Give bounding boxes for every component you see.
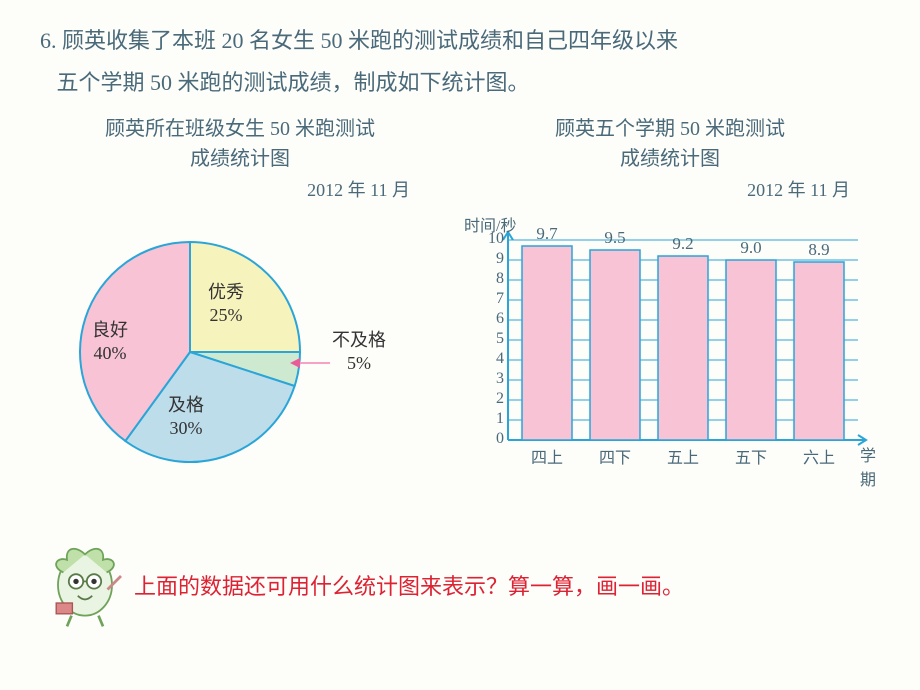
y-tick-label: 4 — [474, 350, 504, 368]
y-tick-label: 2 — [474, 390, 504, 408]
x-axis-label: 学期 — [860, 442, 880, 490]
problem-text: 6. 顾英收集了本班 20 名女生 50 米跑的测试成绩和自己四年级以来 五个学… — [40, 20, 880, 104]
y-tick-label: 3 — [474, 370, 504, 388]
bar — [794, 262, 844, 440]
prompt-text: 上面的数据还可用什么统计图来表示？算一算，画一画。 — [134, 569, 684, 601]
bar-title-2: 成绩统计图 — [460, 144, 880, 174]
pie-label-pass: 及格 30% — [168, 394, 204, 441]
pie-chart — [40, 222, 340, 482]
bar-chart-panel: 顾英五个学期 50 米跑测试 成绩统计图 2012 年 11 月 时间/秒 01… — [460, 114, 880, 492]
bar-value-label: 9.7 — [522, 224, 572, 244]
y-tick-label: 5 — [474, 330, 504, 348]
bar-value-label: 8.9 — [794, 240, 844, 260]
y-tick-label: 10 — [474, 230, 504, 248]
bar-date: 2012 年 11 月 — [460, 176, 880, 202]
pie-title-1: 顾英所在班级女生 50 米跑测试 — [40, 114, 440, 144]
pie-label-excellent: 优秀 25% — [208, 281, 244, 328]
pie-label-good: 良好 40% — [92, 319, 128, 366]
y-tick-label: 8 — [474, 270, 504, 288]
callout-line — [298, 362, 330, 364]
problem-number: 6. — [40, 28, 57, 53]
bar-category-label: 五上 — [654, 444, 712, 468]
y-tick-label: 9 — [474, 250, 504, 268]
mascot-icon — [40, 540, 130, 630]
callout-arrow-icon — [290, 358, 300, 368]
bar-category-label: 五下 — [722, 444, 780, 468]
y-tick-label: 0 — [474, 430, 504, 448]
pie-label-fail: 不及格 5% — [332, 329, 386, 376]
y-tick-label: 7 — [474, 290, 504, 308]
pie-chart-panel: 顾英所在班级女生 50 米跑测试 成绩统计图 2012 年 11 月 优秀 25… — [40, 114, 440, 492]
bar — [726, 260, 776, 440]
y-tick-label: 1 — [474, 410, 504, 428]
bar — [522, 246, 572, 440]
bar-category-label: 四下 — [586, 444, 644, 468]
pie-date: 2012 年 11 月 — [40, 176, 440, 202]
pie-title-2: 成绩统计图 — [40, 144, 440, 174]
bar-title-1: 顾英五个学期 50 米跑测试 — [460, 114, 880, 144]
pie-slice — [190, 242, 300, 352]
bar-value-label: 9.0 — [726, 238, 776, 258]
bar — [658, 256, 708, 440]
problem-line1: 顾英收集了本班 20 名女生 50 米跑的测试成绩和自己四年级以来 — [62, 28, 678, 53]
bar-value-label: 9.5 — [590, 228, 640, 248]
bar-value-label: 9.2 — [658, 234, 708, 254]
bar-category-label: 四上 — [518, 444, 576, 468]
problem-line2: 五个学期 50 米跑的测试成绩，制成如下统计图。 — [57, 70, 530, 95]
bar — [590, 250, 640, 440]
bar-category-label: 六上 — [790, 444, 848, 468]
y-tick-label: 6 — [474, 310, 504, 328]
